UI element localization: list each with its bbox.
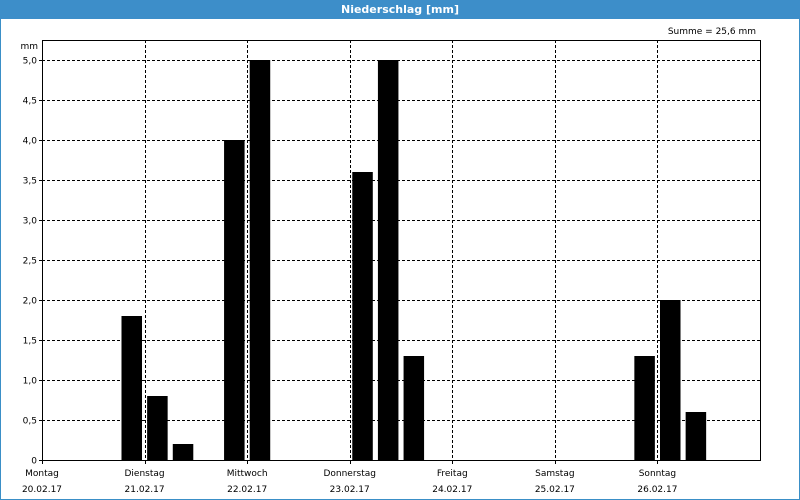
x-day-label: Samstag (535, 469, 574, 479)
bar-layer (121, 60, 707, 460)
chart-title: Niederschlag [mm] (0, 0, 800, 19)
y-tick-label: 5,0 (23, 57, 38, 67)
x-date-label: 23.02.17 (330, 485, 370, 495)
bar (685, 412, 707, 460)
x-day-label: Montag (25, 469, 59, 479)
y-tick-label: 2,5 (23, 257, 37, 267)
x-date-label: 20.02.17 (22, 485, 62, 495)
bar (147, 396, 168, 460)
bar (352, 172, 373, 460)
label-layer: 0 0,5 1,0 1,5 2,0 2,5 3,0 3,5 4,0 4,5 5,0 Montag 20.… (22, 57, 678, 496)
y-tick-label: 3,0 (23, 217, 38, 227)
bar (121, 316, 143, 460)
y-tick-label: 0,5 (23, 417, 37, 427)
x-day-label: Mittwoch (227, 469, 268, 479)
x-day-label: Dienstag (125, 469, 165, 479)
sum-annotation: Summe = 25,6 mm (668, 27, 756, 37)
y-tick-label: 4,5 (23, 97, 37, 107)
bar (377, 60, 399, 460)
bar (403, 356, 425, 460)
x-date-label: 22.02.17 (227, 485, 267, 495)
bar (634, 356, 655, 460)
bar (249, 60, 271, 460)
x-day-label: Freitag (437, 469, 468, 479)
y-tick-label: 0 (31, 457, 37, 467)
bar (224, 140, 245, 460)
y-tick-label: 1,5 (23, 337, 37, 347)
x-date-label: 21.02.17 (125, 485, 165, 495)
bar (172, 444, 194, 460)
x-date-label: 24.02.17 (432, 485, 472, 495)
x-day-label: Donnerstag (323, 469, 376, 479)
x-date-label: 25.02.17 (535, 485, 575, 495)
x-day-label: Sonntag (639, 469, 676, 479)
y-tick-label: 4,0 (23, 137, 38, 147)
y-tick-label: 3,5 (23, 177, 37, 187)
x-date-label: 26.02.17 (637, 485, 677, 495)
y-axis-unit-label: mm (20, 42, 38, 52)
plot-area-border (42, 40, 761, 461)
bar (659, 300, 681, 460)
y-tick-label: 2,0 (23, 297, 38, 307)
grid-layer (42, 40, 760, 460)
y-tick-label: 1,0 (23, 377, 38, 387)
